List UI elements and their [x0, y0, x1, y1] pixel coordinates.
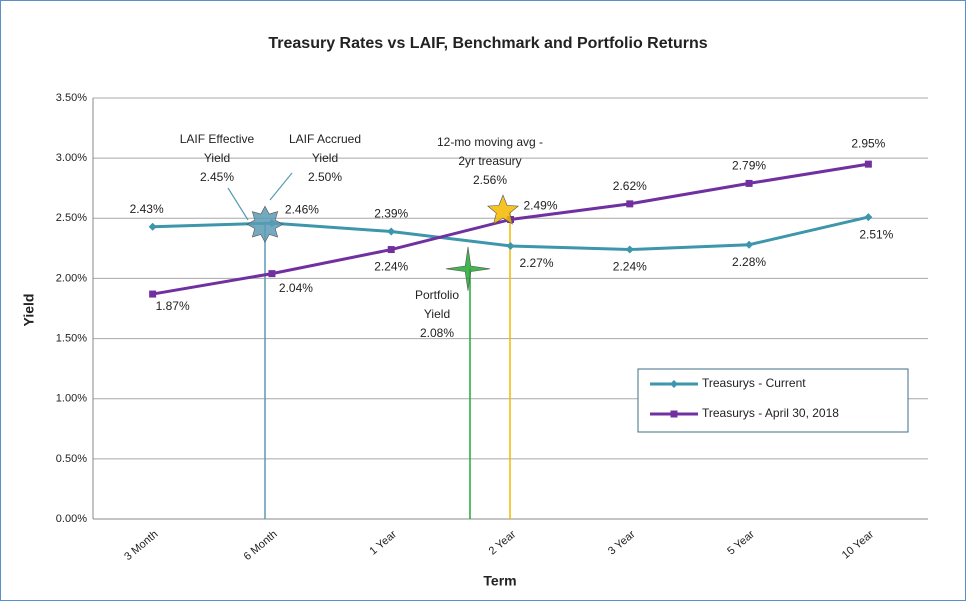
y-axis-label: Yield	[21, 294, 37, 327]
data-label: 2.24%	[613, 260, 647, 274]
legend	[637, 368, 909, 433]
legend-label: Treasurys - Current	[702, 376, 806, 390]
data-label: 2.46%	[285, 202, 319, 216]
legend-marker	[670, 410, 678, 418]
y-tick-label: 0.00%	[56, 513, 87, 525]
marker	[148, 222, 157, 231]
data-label: 2.49%	[523, 199, 557, 213]
y-tick-label: 3.00%	[56, 152, 87, 164]
data-label: 2.62%	[613, 179, 647, 193]
marker	[864, 213, 873, 222]
marker	[506, 241, 515, 250]
annotation-text: 2yr treasury	[458, 154, 521, 168]
y-tick-label: 1.50%	[56, 332, 87, 344]
x-axis-label: Term	[483, 573, 516, 589]
legend-marker	[670, 380, 678, 388]
legend-label: Treasurys - April 30, 2018	[702, 406, 839, 420]
marker	[149, 290, 157, 298]
annotation-value: 2.45%	[200, 170, 234, 184]
data-label: 2.27%	[519, 256, 553, 270]
annotation-text: LAIF Effective	[180, 132, 255, 146]
data-label: 2.79%	[732, 159, 766, 173]
annotation-star	[487, 194, 519, 225]
data-label: 2.39%	[374, 207, 408, 221]
annotation-text: Yield	[312, 151, 338, 165]
y-tick-label: 2.00%	[56, 272, 87, 284]
annotation-star	[246, 205, 284, 243]
annotation-value: 2.50%	[308, 170, 342, 184]
marker	[387, 227, 396, 236]
annotation-text: Yield	[204, 151, 230, 165]
data-label: 2.04%	[279, 281, 313, 295]
marker	[625, 245, 634, 254]
annotation-arrow	[227, 187, 249, 221]
data-label: 1.87%	[156, 299, 190, 313]
annotation-arrow	[269, 172, 293, 201]
marker	[626, 200, 634, 208]
annotation-text: 12-mo moving avg -	[437, 135, 543, 149]
marker	[268, 270, 276, 278]
data-label: 2.28%	[732, 255, 766, 269]
marker	[387, 246, 395, 254]
data-label: 2.43%	[130, 202, 164, 216]
data-label: 2.95%	[851, 136, 885, 150]
y-tick-label: 0.50%	[56, 453, 87, 465]
annotation-value: 2.08%	[420, 326, 454, 340]
data-label: 2.24%	[374, 260, 408, 274]
annotation-text: Portfolio	[415, 288, 459, 302]
annotations: LAIF Effective Yield 2.45% LAIF Accrued Yiel…	[180, 132, 543, 340]
marker	[745, 240, 754, 249]
marker	[864, 160, 872, 168]
annotation-text: Yield	[424, 307, 450, 321]
y-tick-label: 2.50%	[56, 212, 87, 224]
y-tick-label: 1.00%	[56, 393, 87, 405]
legend-items: Treasurys - Current Treasurys - April 30,…	[650, 376, 839, 420]
data-label: 2.51%	[859, 227, 893, 241]
annotation-text: LAIF Accrued	[289, 132, 361, 146]
annotation-star	[445, 246, 491, 291]
marker	[745, 179, 753, 187]
annotation-value: 2.56%	[473, 173, 507, 187]
chart-title: Treasury Rates vs LAIF, Benchmark and Po…	[268, 35, 707, 52]
y-tick-label: 3.50%	[56, 92, 87, 104]
